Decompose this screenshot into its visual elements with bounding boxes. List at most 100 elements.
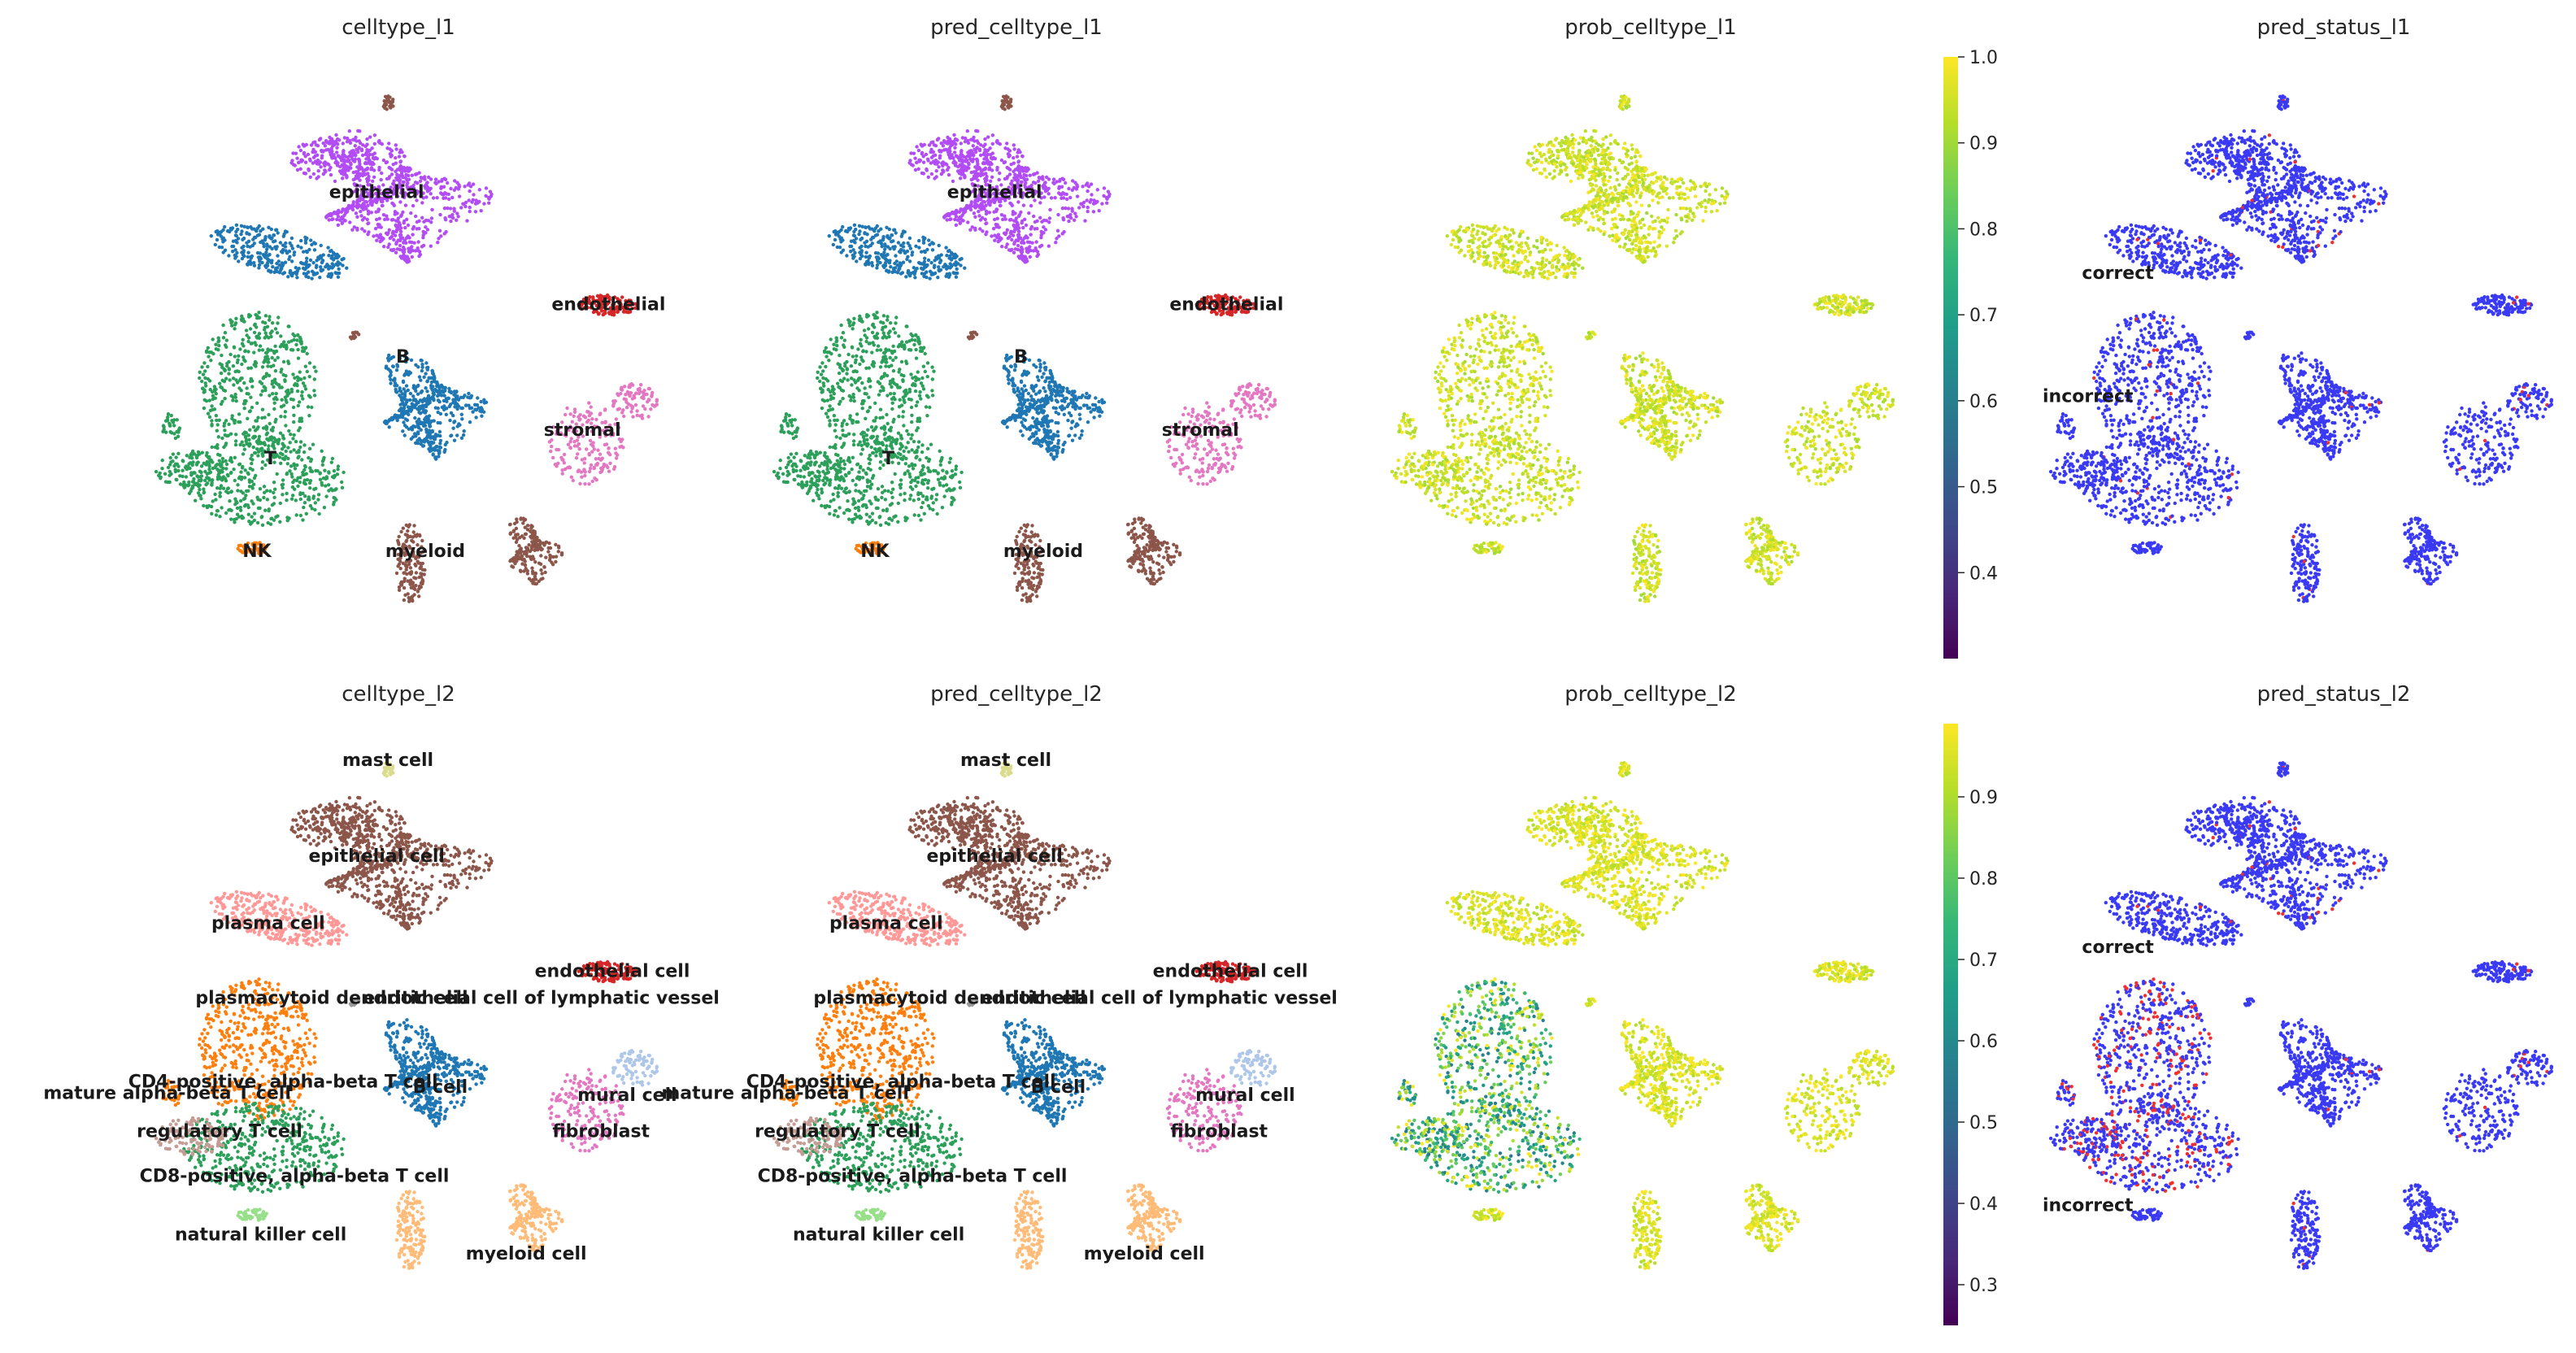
data-point: [531, 524, 534, 528]
data-point: [217, 344, 220, 347]
data-point: [368, 153, 372, 156]
data-point: [327, 489, 330, 492]
data-point: [398, 386, 402, 389]
data-point: [331, 457, 334, 460]
data-point: [171, 459, 174, 463]
data-point: [420, 366, 424, 369]
data-point: [249, 396, 252, 399]
data-point: [255, 402, 259, 405]
data-point: [216, 423, 220, 426]
data-point: [1038, 216, 1042, 220]
data-point: [411, 174, 414, 177]
data-point: [206, 455, 209, 459]
data-point: [399, 567, 402, 570]
data-point: [329, 256, 333, 259]
data-point: [253, 236, 256, 239]
data-point: [424, 428, 428, 431]
data-point: [275, 392, 278, 395]
data-point: [269, 348, 272, 351]
data-point: [242, 452, 245, 455]
data-point: [214, 463, 217, 467]
data-point: [291, 485, 294, 489]
data-point: [511, 565, 515, 568]
data-point: [366, 167, 369, 170]
data-point: [228, 508, 232, 511]
data-point: [190, 456, 194, 459]
data-point: [211, 446, 214, 449]
data-point: [234, 255, 237, 258]
data-point: [394, 415, 398, 418]
data-point: [1064, 207, 1067, 210]
data-point: [314, 469, 317, 472]
data-point: [422, 424, 425, 428]
data-point: [181, 459, 185, 463]
data-point: [515, 541, 518, 544]
data-point: [532, 557, 535, 560]
data-point: [391, 218, 394, 221]
data-point: [255, 229, 258, 233]
data-point: [259, 393, 263, 396]
data-point: [197, 450, 200, 454]
data-point: [591, 441, 594, 444]
data-point: [441, 406, 444, 409]
data-point: [373, 142, 376, 146]
data-point: [221, 324, 224, 327]
data-point: [247, 233, 250, 236]
data-point: [946, 136, 949, 139]
data-point: [599, 467, 603, 470]
data-point: [1003, 177, 1007, 181]
data-point: [529, 535, 532, 538]
data-point: [1016, 248, 1020, 251]
data-point: [1018, 150, 1021, 154]
data-point: [337, 276, 340, 279]
data-point: [539, 563, 542, 566]
data-point: [1018, 166, 1021, 169]
data-point: [320, 259, 324, 263]
data-point: [302, 506, 305, 509]
data-point: [283, 380, 286, 383]
data-point: [378, 217, 381, 220]
data-point: [1047, 192, 1051, 195]
data-point: [329, 173, 333, 176]
data-point: [583, 474, 586, 477]
data-point: [407, 178, 411, 181]
data-point: [206, 476, 209, 479]
data-point: [424, 231, 427, 234]
data-point: [998, 172, 1001, 175]
data-point: [446, 207, 449, 210]
data-point: [520, 534, 524, 537]
data-point: [455, 407, 459, 411]
data-point: [198, 371, 202, 374]
data-point: [234, 233, 237, 237]
data-point: [402, 380, 405, 383]
data-point: [437, 398, 440, 402]
data-point: [209, 471, 212, 474]
data-point: [425, 389, 429, 393]
data-point: [414, 564, 417, 568]
data-point: [303, 501, 307, 504]
data-point: [198, 488, 201, 491]
data-point: [440, 185, 443, 189]
data-point: [414, 389, 417, 393]
data-point: [270, 438, 273, 442]
data-point: [237, 370, 241, 373]
data-point: [244, 349, 247, 352]
data-point: [1090, 182, 1093, 185]
data-point: [273, 345, 276, 348]
data-point: [423, 177, 426, 181]
data-point: [174, 455, 177, 459]
data-point: [995, 168, 999, 172]
data-point: [253, 519, 256, 522]
data-point: [298, 370, 302, 373]
data-point: [203, 369, 207, 372]
data-point: [389, 378, 392, 381]
data-point: [351, 331, 355, 334]
data-point: [1042, 183, 1046, 186]
data-point: [329, 276, 333, 279]
data-point: [646, 415, 650, 418]
data-point: [161, 459, 164, 462]
data-point: [284, 424, 287, 427]
data-point: [1053, 196, 1056, 199]
data-point: [210, 483, 213, 486]
data-point: [331, 144, 334, 147]
